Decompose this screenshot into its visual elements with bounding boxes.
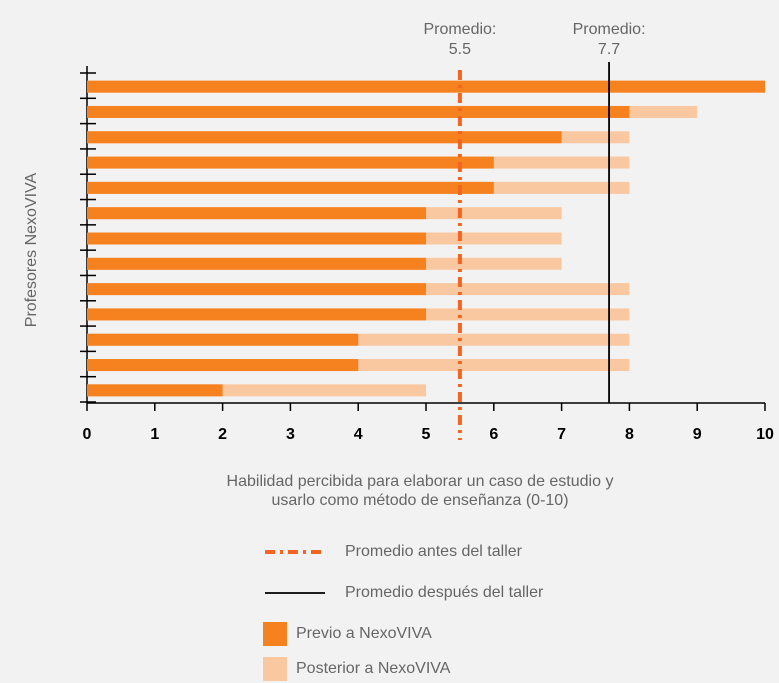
- y-axis-label: Profesores NexoVIVA: [23, 172, 40, 327]
- bar: [87, 156, 494, 169]
- bar: [87, 207, 426, 220]
- x-tick-label: 10: [756, 426, 774, 443]
- reference-value: 7.7: [598, 41, 620, 58]
- bar: [87, 232, 426, 245]
- x-tick-label: 2: [218, 426, 227, 443]
- x-tick-label: 9: [693, 426, 702, 443]
- legend-label: Posterior a NexoVIVA: [296, 660, 451, 677]
- bar: [87, 181, 494, 194]
- reference-label: Promedio:: [573, 21, 646, 38]
- bar: [87, 283, 426, 296]
- bar: [87, 359, 359, 372]
- bar: [87, 257, 426, 270]
- x-tick-label: 1: [150, 426, 159, 443]
- x-axis-label: Habilidad percibida para elaborar un cas…: [227, 473, 614, 490]
- bar: [87, 308, 426, 321]
- x-tick-label: 3: [286, 426, 295, 443]
- x-tick-label: 0: [83, 426, 92, 443]
- x-axis-label: usarlo como método de enseñanza (0-10): [271, 492, 568, 509]
- bar: [87, 131, 562, 144]
- legend-label: Promedio después del taller: [345, 584, 544, 601]
- x-tick-label: 4: [354, 426, 363, 443]
- legend-label: Previo a NexoVIVA: [296, 625, 432, 642]
- x-tick-label: 6: [489, 426, 498, 443]
- legend-swatch: [263, 657, 287, 681]
- bar: [87, 105, 630, 118]
- bar: [87, 384, 223, 397]
- legend-swatch: [263, 622, 287, 646]
- reference-value: 5.5: [449, 41, 471, 58]
- reference-label: Promedio:: [423, 21, 496, 38]
- bar: [87, 333, 359, 346]
- bar: [87, 80, 765, 93]
- x-tick-label: 7: [557, 426, 566, 443]
- x-tick-label: 5: [422, 426, 431, 443]
- legend-label: Promedio antes del taller: [345, 543, 523, 560]
- x-tick-label: 8: [625, 426, 634, 443]
